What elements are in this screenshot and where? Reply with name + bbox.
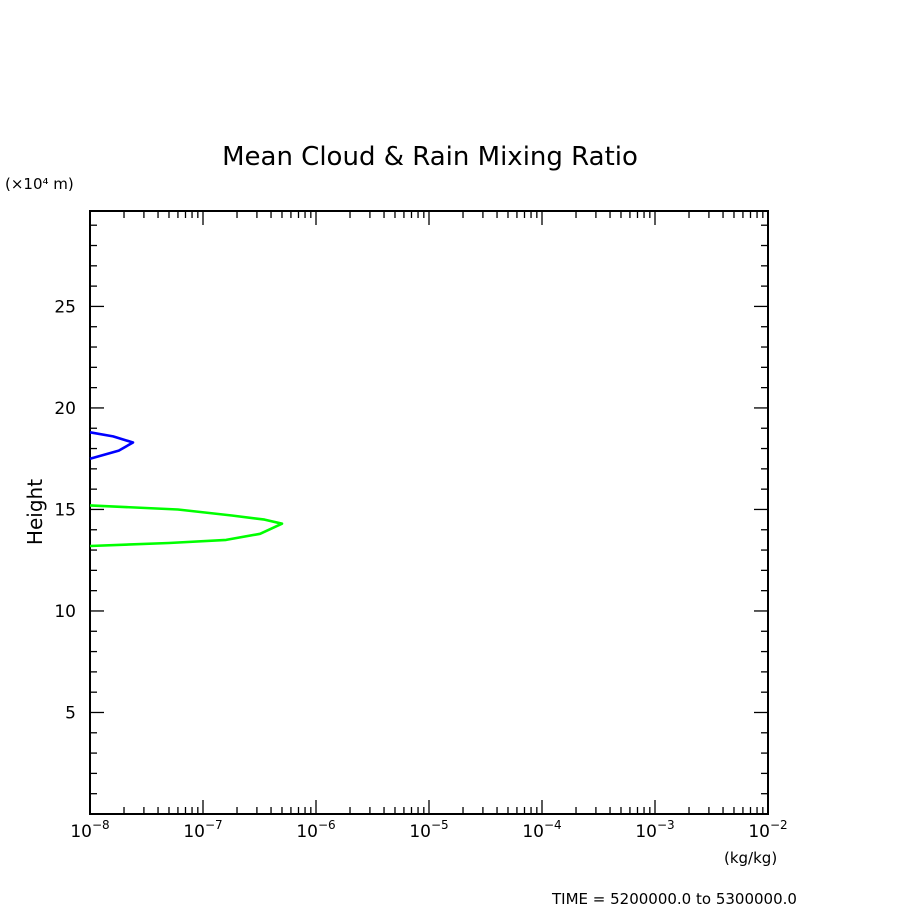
plot-frame [89,210,769,815]
y-tick-labels: 5 10 15 20 25 [54,297,76,723]
y-tick-label: 20 [54,399,76,419]
x-unit-label: (kg/kg) [724,849,777,867]
x-tick-label: 10−2 [748,818,787,842]
x-tick-label: 10−5 [409,818,448,842]
series-layer [89,431,284,548]
chart-title: Mean Cloud & Rain Mixing Ratio [222,142,638,172]
x-tick-label: 10−3 [635,818,674,842]
y-tick-label: 5 [65,703,76,723]
y-multiplier-label: (×10⁴ m) [5,175,74,193]
x-tick-label: 10−8 [70,818,109,842]
x-tick-label: 10−4 [522,818,561,842]
time-range-footer: TIME = 5200000.0 to 5300000.0 [551,890,797,904]
y-tick-label: 15 [54,500,76,520]
y-tick-label: 25 [54,297,76,317]
series-line-1 [89,431,135,460]
x-tick-labels: 10−8 10−7 10−6 10−5 10−4 10−3 10−2 [70,818,787,842]
y-tick-label: 10 [54,602,76,622]
x-tick-label: 10−6 [296,818,335,842]
y-axis-label: Height [23,479,47,545]
series-line-2 [89,504,284,548]
x-tick-label: 10−7 [183,818,222,842]
axis-ticks [89,211,769,814]
